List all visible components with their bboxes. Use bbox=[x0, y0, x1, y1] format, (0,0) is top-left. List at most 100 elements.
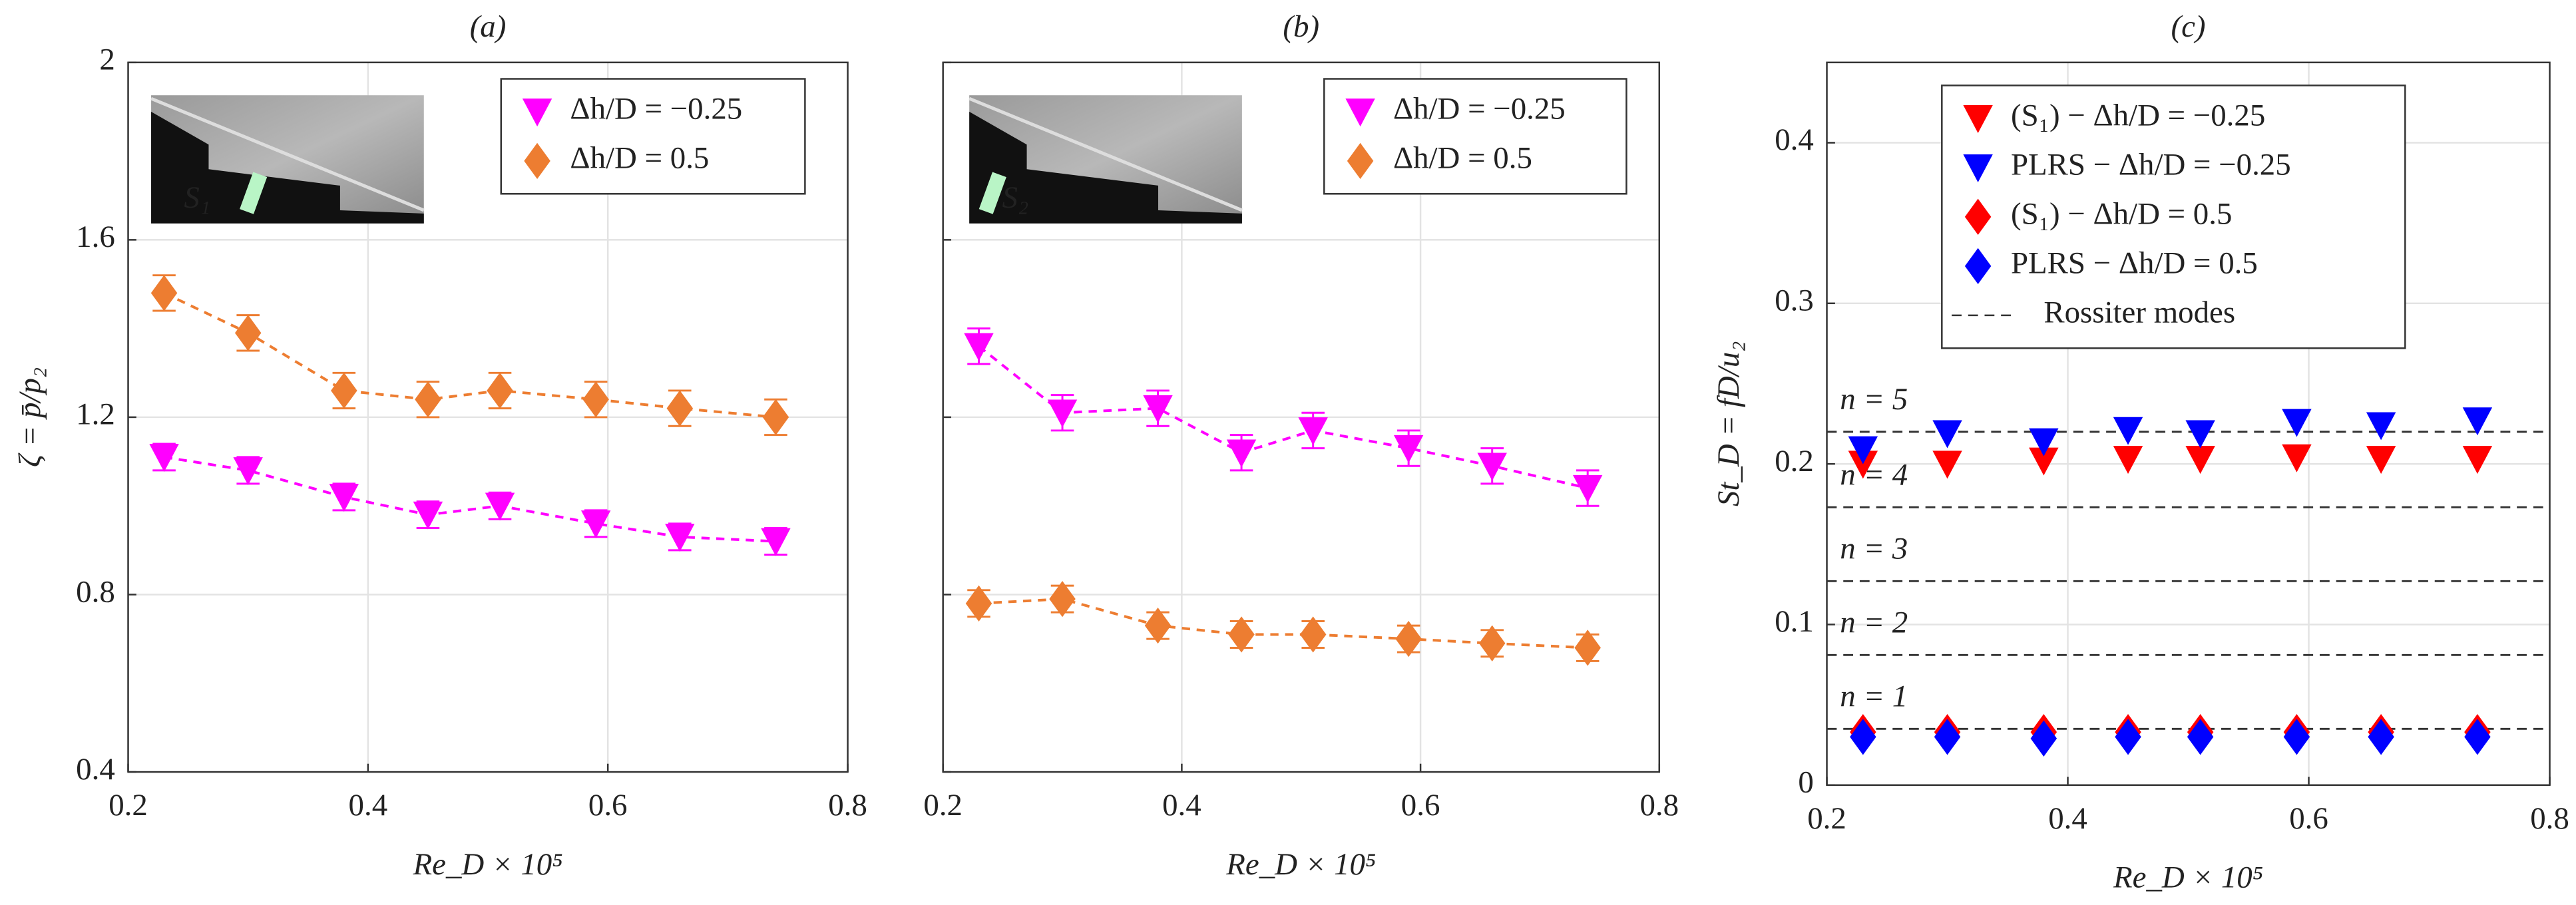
inset-label: S₂ bbox=[1002, 180, 1029, 215]
data-point bbox=[665, 524, 695, 552]
data-point bbox=[1143, 395, 1173, 423]
panel-label: (a) bbox=[470, 9, 507, 44]
data-point bbox=[1299, 616, 1327, 653]
y-tick-label: 1.2 bbox=[76, 397, 115, 432]
legend-marker bbox=[1963, 104, 1993, 133]
panel-label: (b) bbox=[1283, 9, 1319, 44]
series-line bbox=[163, 291, 776, 419]
legend-label: PLRS − Δh/D = −0.25 bbox=[2011, 148, 2291, 182]
y-tick-label: 0.3 bbox=[1775, 283, 1814, 318]
x-tick-label: 0.4 bbox=[1162, 788, 1201, 822]
data-point bbox=[234, 315, 262, 351]
x-tick-label: 0.8 bbox=[1639, 788, 1679, 822]
legend-box bbox=[1941, 85, 2406, 349]
data-point bbox=[2462, 446, 2493, 474]
legend-label: (S₁) − Δh/D = 0.5 bbox=[2011, 197, 2232, 232]
axes-frame bbox=[127, 61, 849, 773]
data-point bbox=[1049, 581, 1076, 618]
data-point bbox=[2185, 420, 2215, 449]
legend-label: Δh/D = −0.25 bbox=[570, 92, 742, 126]
data-point bbox=[964, 333, 994, 361]
data-point bbox=[149, 444, 179, 472]
data-point bbox=[761, 528, 791, 556]
series-line bbox=[978, 345, 1588, 490]
legend-label: Δh/D = 0.5 bbox=[1393, 141, 1532, 176]
data-point bbox=[1226, 439, 1257, 468]
x-axis-label: Re_D × 10⁵ bbox=[2113, 860, 2263, 895]
y-tick-label: 0.4 bbox=[76, 752, 115, 787]
legend-label: Δh/D = 0.5 bbox=[570, 141, 709, 176]
data-point bbox=[2113, 446, 2143, 474]
rossiter-label: n = 5 bbox=[1840, 382, 1908, 417]
x-tick-label: 0.4 bbox=[2048, 801, 2087, 836]
x-tick-label: 0.8 bbox=[828, 788, 867, 822]
inset-shadow bbox=[969, 111, 1242, 224]
data-point bbox=[1848, 436, 1878, 464]
inset-label: S₁ bbox=[184, 180, 210, 215]
data-point bbox=[2282, 409, 2312, 437]
data-point bbox=[1395, 620, 1422, 657]
data-point bbox=[2282, 444, 2312, 472]
data-point bbox=[2366, 446, 2396, 474]
inset-ramp bbox=[150, 96, 425, 212]
y-axis-label: St_D = fD/u₂ bbox=[1711, 341, 1746, 506]
y-tick-label: 0 bbox=[1798, 765, 1813, 800]
data-point bbox=[1932, 420, 1962, 449]
y-tick-label: 0.4 bbox=[1775, 122, 1814, 157]
x-tick-label: 0.6 bbox=[588, 788, 628, 822]
data-point bbox=[666, 390, 694, 427]
sensor-marker bbox=[240, 172, 268, 214]
x-axis-label: Re_D × 10⁵ bbox=[413, 847, 563, 882]
inset-ramp bbox=[968, 96, 1243, 212]
data-point bbox=[2185, 446, 2215, 474]
rossiter-label: n = 4 bbox=[1840, 458, 1908, 492]
x-tick-label: 0.6 bbox=[1401, 788, 1440, 822]
series-line bbox=[978, 598, 1588, 649]
data-point bbox=[487, 372, 513, 409]
data-point bbox=[1572, 474, 1603, 503]
legend-box bbox=[1323, 78, 1627, 195]
x-tick-label: 0.2 bbox=[108, 788, 148, 822]
x-tick-label: 0.2 bbox=[1807, 801, 1846, 836]
rossiter-label: n = 3 bbox=[1840, 532, 1908, 566]
x-tick-label: 0.6 bbox=[2289, 801, 2328, 836]
data-point bbox=[233, 457, 263, 486]
data-point bbox=[1848, 451, 1878, 479]
sensor-marker bbox=[978, 172, 1006, 214]
data-point bbox=[580, 510, 611, 539]
legend-box bbox=[500, 78, 806, 195]
rossiter-label: n = 2 bbox=[1840, 606, 1908, 640]
x-tick-label: 0.4 bbox=[349, 788, 388, 822]
y-tick-label: 0.2 bbox=[1775, 444, 1814, 478]
data-point bbox=[413, 501, 443, 530]
data-point bbox=[1393, 435, 1424, 463]
legend-marker bbox=[1345, 98, 1375, 127]
data-point bbox=[1047, 399, 1078, 428]
data-point bbox=[1144, 607, 1172, 644]
data-point bbox=[485, 492, 515, 521]
data-point bbox=[2029, 447, 2059, 476]
data-point bbox=[329, 484, 359, 512]
data-point bbox=[2113, 417, 2143, 445]
y-tick-label: 0.8 bbox=[76, 574, 115, 609]
legend-marker bbox=[1963, 154, 1993, 182]
legend-marker bbox=[524, 142, 550, 180]
legend-label: Δh/D = −0.25 bbox=[1393, 92, 1566, 126]
data-point bbox=[1932, 451, 1962, 479]
x-tick-label: 0.2 bbox=[923, 788, 963, 822]
axes-frame bbox=[1826, 61, 2551, 787]
y-tick-label: 0.1 bbox=[1775, 604, 1814, 639]
legend-marker bbox=[1964, 248, 1992, 285]
legend-label: (S₁) − Δh/D = −0.25 bbox=[2011, 98, 2265, 133]
panel-label: (c) bbox=[2171, 9, 2206, 44]
data-point bbox=[2462, 407, 2493, 436]
data-point bbox=[331, 372, 357, 409]
y-axis-label: ζ = p̄/p₂ bbox=[13, 367, 47, 467]
data-point bbox=[1298, 417, 1328, 446]
data-point bbox=[1228, 616, 1255, 653]
y-tick-label: 1.6 bbox=[76, 220, 115, 254]
x-tick-label: 0.8 bbox=[2530, 801, 2569, 836]
data-point bbox=[2029, 428, 2059, 456]
legend-marker bbox=[522, 98, 552, 127]
